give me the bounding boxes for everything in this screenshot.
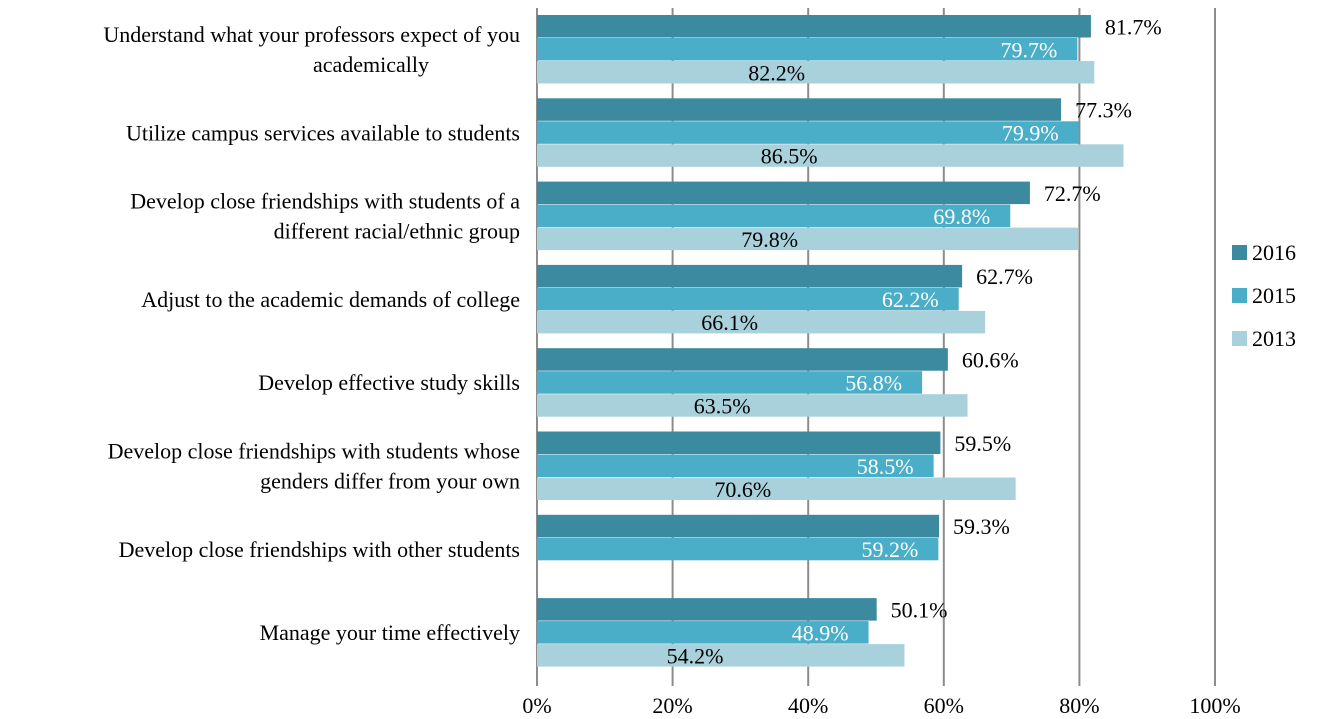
value-label-2016: 59.5%	[954, 431, 1011, 456]
category-label: Manage your time effectively	[260, 620, 520, 645]
value-label-2015: 56.8%	[845, 370, 902, 395]
value-label-2015: 79.7%	[1001, 37, 1058, 62]
legend-label-2016: 2016	[1252, 240, 1296, 265]
legend-swatch-2013	[1232, 331, 1247, 346]
x-tick-label: 80%	[1059, 693, 1099, 718]
bar-2015	[537, 204, 1011, 228]
bar-2016	[537, 514, 940, 538]
value-label-2015: 69.8%	[933, 204, 990, 229]
category-label: Develop effective study skills	[258, 370, 520, 395]
bar-2016	[537, 15, 1091, 38]
bar-2013	[537, 477, 1016, 500]
legend-label-2013: 2013	[1252, 326, 1296, 351]
bar-2015	[537, 621, 869, 644]
value-label-2016: 62.7%	[976, 264, 1033, 289]
bar-2015	[537, 537, 939, 561]
value-label-2016: 50.1%	[891, 597, 948, 622]
gridlines	[536, 8, 1216, 686]
bar-2015	[537, 121, 1079, 144]
value-label-2016: 77.3%	[1075, 98, 1132, 123]
value-label-2013: 54.2%	[667, 643, 724, 668]
bar-2013	[537, 144, 1124, 167]
value-label-2013: 66.1%	[701, 310, 758, 335]
value-label-2015: 58.5%	[857, 454, 914, 479]
value-label-2016: 59.3%	[953, 514, 1010, 539]
value-label-2015: 59.2%	[862, 537, 919, 562]
bar-2015	[537, 454, 934, 477]
value-label-2016: 81.7%	[1105, 14, 1162, 39]
x-tick-label: 0%	[522, 693, 551, 718]
bars-group	[537, 15, 1124, 667]
legend-swatch-2015	[1232, 288, 1247, 303]
bar-2016	[537, 431, 941, 454]
x-tick-label: 100%	[1189, 693, 1240, 718]
value-label-2015: 48.9%	[792, 620, 849, 645]
legend: 2016 2015 2013	[1232, 240, 1296, 351]
value-label-2016: 60.6%	[962, 347, 1019, 372]
bar-2016	[537, 264, 963, 288]
category-labels-group: Understand what your professors expect o…	[103, 22, 520, 645]
x-tick-label: 40%	[788, 693, 828, 718]
bar-2013	[537, 644, 905, 667]
value-label-2013: 79.8%	[741, 227, 798, 252]
category-label: Develop close friendships with students …	[108, 439, 520, 494]
value-label-2013: 86.5%	[761, 144, 818, 169]
bar-2016	[537, 598, 877, 621]
bar-2015	[537, 371, 923, 394]
bar-2015	[537, 287, 959, 311]
bar-2013	[537, 227, 1079, 251]
value-label-2013: 82.2%	[748, 60, 805, 85]
category-label: Understand what your professors expect o…	[103, 22, 520, 77]
category-label: Develop close friendships with students …	[130, 189, 520, 244]
value-label-2015: 79.9%	[1002, 121, 1059, 146]
category-label: Utilize campus services available to stu…	[126, 120, 520, 145]
value-label-2013: 70.6%	[714, 477, 771, 502]
bar-2015	[537, 38, 1078, 61]
bar-2016	[537, 348, 948, 371]
value-label-2015: 62.2%	[882, 287, 939, 312]
bar-2013	[537, 61, 1095, 84]
category-label: Develop close friendships with other stu…	[119, 537, 520, 562]
x-tick-label: 20%	[652, 693, 692, 718]
value-label-2016: 72.7%	[1044, 181, 1101, 206]
x-axis-tick-labels: 0% 20% 40% 60% 80% 100%	[522, 693, 1240, 718]
bar-2016	[537, 98, 1062, 121]
bar-2013	[537, 310, 986, 334]
value-label-2013: 63.5%	[694, 393, 751, 418]
value-labels-group: 81.7% 79.7% 82.2% 77.3% 79.9% 86.5% 72.7% 69.8%…	[667, 14, 1162, 668]
legend-label-2015: 2015	[1252, 283, 1296, 308]
x-tick-label: 60%	[924, 693, 964, 718]
bar-2013	[537, 394, 968, 417]
category-label: Adjust to the academic demands of colleg…	[141, 287, 520, 312]
bar-2016	[537, 181, 1030, 205]
legend-swatch-2016	[1232, 245, 1247, 260]
